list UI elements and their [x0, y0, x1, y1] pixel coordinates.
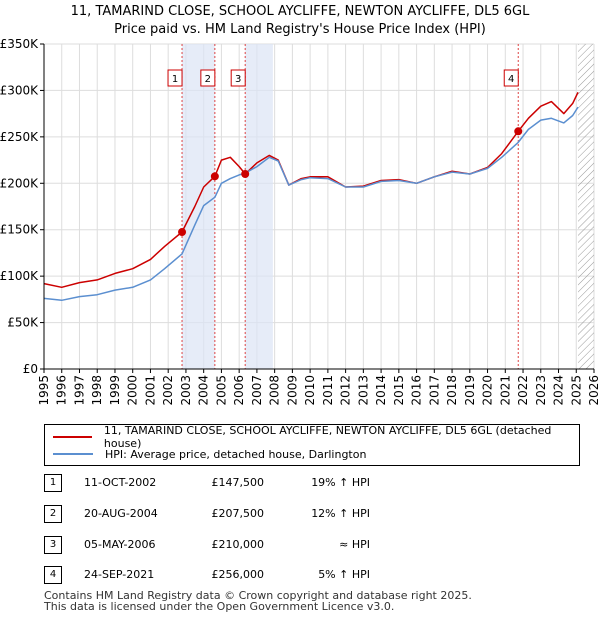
x-tick-label: 2010 — [303, 375, 317, 406]
sale-label: 2 — [205, 74, 211, 85]
x-tick-label: 2019 — [463, 375, 477, 406]
x-tick-label: 2011 — [321, 375, 335, 406]
row-hpi: 19% ↑ HPI — [311, 476, 370, 489]
row-number-badge: 4 — [44, 566, 62, 584]
table-row: 2 20-AUG-2004 £207,500 12% ↑ HPI — [44, 505, 424, 523]
legend-swatch-property — [53, 436, 92, 438]
plot-area — [44, 44, 594, 369]
row-price: £256,000 — [211, 568, 265, 581]
legend-item-hpi: HPI: Average price, detached house, Darl… — [53, 446, 366, 462]
chart-legend: 11, TAMARIND CLOSE, SCHOOL AYCLIFFE, NEW… — [44, 424, 580, 466]
y-tick-label: £350K — [0, 37, 39, 51]
x-tick-label: 2026 — [587, 375, 600, 406]
x-tick-label: 2002 — [161, 375, 175, 406]
footer-line2: This data is licensed under the Open Gov… — [44, 600, 395, 613]
y-tick-label: £0 — [23, 362, 38, 376]
x-tick-label: 2004 — [197, 375, 211, 406]
x-tick-label: 2016 — [410, 375, 424, 406]
y-tick-label: £150K — [0, 223, 39, 237]
row-price: £147,500 — [211, 476, 265, 489]
row-price: £210,000 — [211, 538, 265, 551]
x-tick-label: 2006 — [232, 375, 246, 406]
row-hpi: 12% ↑ HPI — [311, 507, 370, 520]
legend-label-hpi: HPI: Average price, detached house, Darl… — [105, 447, 367, 461]
forecast-hatch — [578, 44, 594, 369]
y-tick-label: £50K — [7, 316, 39, 330]
sale-point — [178, 228, 187, 237]
sale-point — [514, 127, 523, 136]
row-number-badge: 3 — [44, 536, 62, 554]
x-tick-label: 2022 — [516, 375, 530, 406]
sale-label: 4 — [508, 74, 514, 85]
shaded-span — [182, 44, 215, 369]
x-tick-label: 1995 — [37, 375, 51, 406]
x-tick-label: 2008 — [268, 375, 282, 406]
table-row: 1 11-OCT-2002 £147,500 19% ↑ HPI — [44, 474, 424, 492]
chart-title-line1: 11, TAMARIND CLOSE, SCHOOL AYCLIFFE, NEW… — [70, 4, 530, 19]
footer-line1: Contains HM Land Registry data © Crown c… — [44, 589, 472, 602]
sale-point — [210, 172, 219, 181]
x-tick-label: 2009 — [285, 375, 299, 406]
legend-swatch-hpi — [53, 453, 93, 455]
x-tick-label: 2001 — [143, 375, 157, 406]
sale-label: 1 — [172, 74, 178, 85]
shaded-span — [245, 44, 273, 369]
x-tick-label: 1998 — [90, 375, 104, 406]
row-hpi: 5% ↑ HPI — [318, 568, 370, 581]
x-tick-label: 2021 — [498, 375, 512, 406]
legend-item-property: 11, TAMARIND CLOSE, SCHOOL AYCLIFFE, NEW… — [53, 424, 579, 450]
sale-label-box — [503, 69, 519, 87]
row-date: 05-MAY-2006 — [84, 538, 156, 551]
table-row: 3 05-MAY-2006 £210,000 ≈ HPI — [44, 536, 424, 554]
legend-label-property: 11, TAMARIND CLOSE, SCHOOL AYCLIFFE, NEW… — [103, 424, 552, 450]
x-tick-label: 2000 — [126, 375, 140, 406]
x-tick-label: 2014 — [374, 375, 388, 406]
sale-label: 3 — [235, 74, 241, 85]
x-tick-label: 1996 — [55, 375, 69, 406]
x-tick-label: 2025 — [569, 375, 583, 406]
x-tick-label: 2017 — [427, 375, 441, 406]
x-tick-label: 2018 — [445, 375, 459, 406]
sale-point — [241, 170, 250, 178]
x-tick-label: 2024 — [552, 375, 566, 406]
row-price: £207,500 — [211, 507, 265, 520]
sale-label-box — [167, 69, 183, 87]
x-tick-label: 2013 — [356, 375, 370, 406]
sale-label-box — [230, 69, 246, 87]
row-date: 24-SEP-2021 — [84, 568, 155, 581]
row-hpi: ≈ HPI — [339, 538, 370, 551]
row-number-badge: 1 — [44, 474, 62, 492]
row-date: 20-AUG-2004 — [84, 507, 158, 520]
sale-label-box — [200, 69, 216, 87]
x-tick-label: 1997 — [72, 375, 86, 406]
chart-title-line2: Price paid vs. HM Land Registry's House … — [114, 22, 486, 37]
x-tick-label: 2015 — [392, 375, 406, 406]
y-tick-label: £200K — [0, 176, 39, 190]
y-tick-label: £300K — [0, 83, 39, 97]
y-tick-label: £250K — [0, 130, 39, 144]
footer-attribution: Contains HM Land Registry data © Crown c… — [44, 590, 472, 612]
x-tick-label: 2007 — [250, 375, 264, 406]
x-tick-label: 2020 — [481, 375, 495, 406]
x-tick-label: 2005 — [214, 375, 228, 406]
table-row: 4 24-SEP-2021 £256,000 5% ↑ HPI — [44, 566, 424, 584]
price-chart: 1 2 3 4 £0 £50K £100K £150K £200K £250K £300K £350… — [0, 37, 600, 406]
hpi-line — [43, 106, 579, 302]
x-tick-label: 1999 — [108, 375, 122, 406]
x-tick-label: 2012 — [339, 375, 353, 406]
x-tick-label: 2003 — [179, 375, 193, 406]
x-tick-label: 2023 — [534, 375, 548, 406]
row-date: 11-OCT-2002 — [84, 476, 157, 489]
row-number-badge: 2 — [44, 505, 62, 523]
y-tick-label: £100K — [0, 269, 39, 283]
